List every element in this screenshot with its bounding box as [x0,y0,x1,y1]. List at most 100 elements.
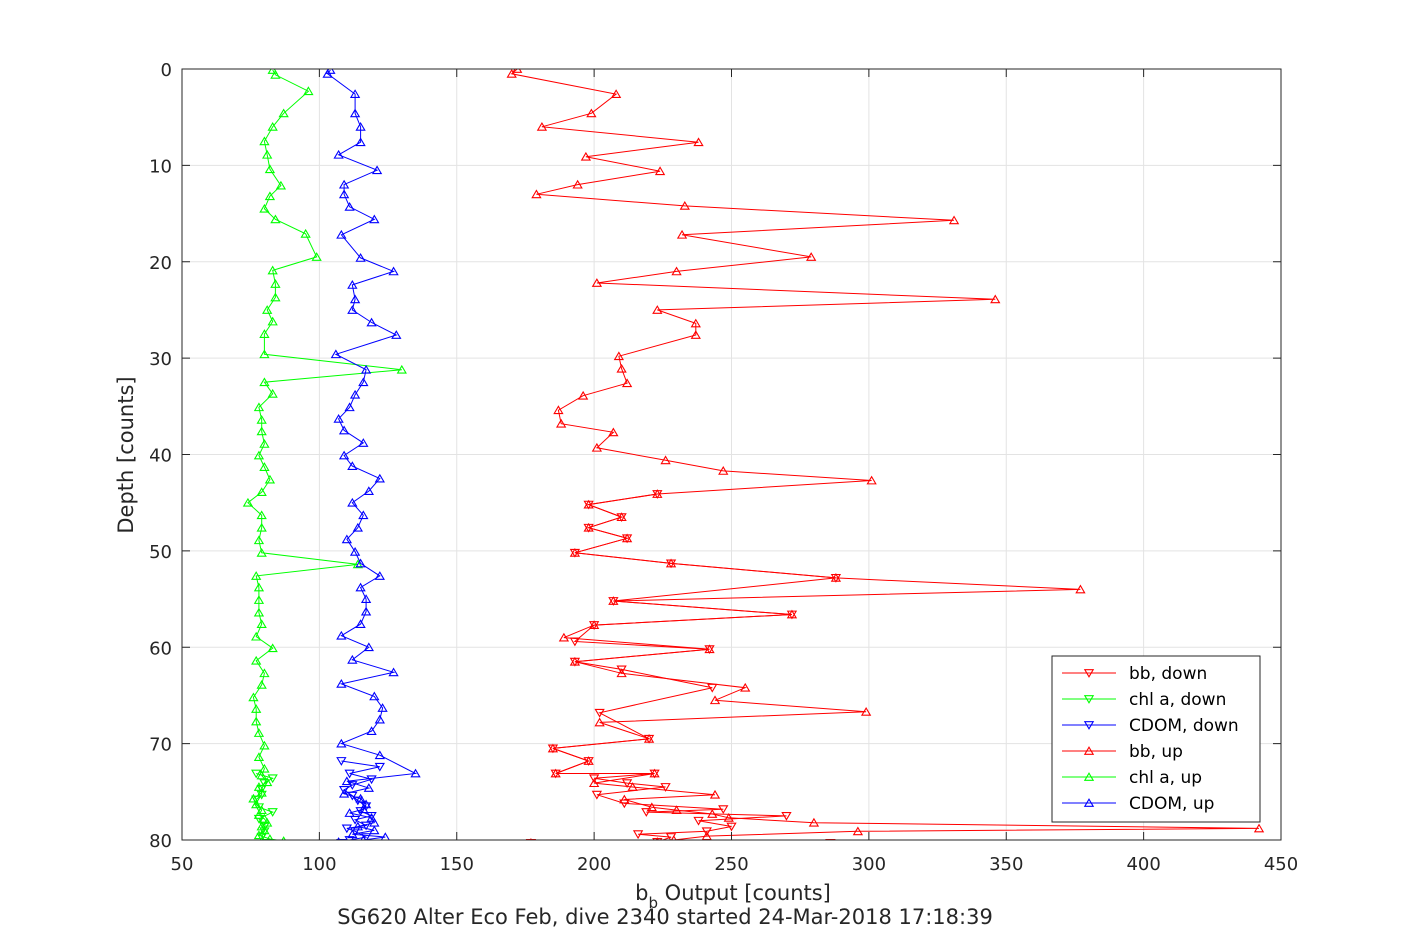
data-point [267,643,278,653]
legend-entry: bb, up [1062,742,1183,762]
data-point [613,351,625,361]
data-point [690,318,701,328]
data-point [251,799,262,809]
data-point [621,378,633,388]
data-point [248,692,259,702]
legend-marker [1083,772,1095,781]
data-point [256,426,267,436]
x-axis-label: bb Output [counts] [635,881,831,912]
y-axis-ticks: 0 10 20 30 40 50 60 70 80 [149,60,1281,852]
data-point [325,69,336,74]
data-point [256,414,267,424]
y-tick-label: 40 [149,446,172,467]
data-point [577,390,589,400]
data-point [253,450,265,460]
legend-marker [1083,669,1095,678]
data-point [349,815,361,825]
data-point [583,756,594,765]
data-point [665,558,677,568]
data-point [256,679,267,689]
data-point [253,582,265,592]
legend: bb, down chl a, down CDOM, down bb, up chl a… [1051,655,1261,823]
data-point [352,821,364,831]
data-point [347,781,358,790]
data-point [248,793,259,803]
data-point [352,522,364,532]
data-point [558,632,570,642]
data-point [267,69,278,74]
data-point [781,811,792,821]
data-point [707,683,718,693]
data-point [649,768,660,778]
data-point [709,695,721,705]
data-point [512,69,523,73]
data-point [391,330,402,339]
data-point [377,703,388,712]
x-tick-label: 400 [1126,854,1160,875]
data-point [251,716,262,726]
data-point [256,487,267,496]
data-point [374,473,385,483]
data-point [259,668,270,678]
series-cdom-up [322,69,421,840]
data-point [259,136,270,146]
data-point [396,364,407,374]
legend-label: CDOM, up [1129,794,1214,814]
data-point [555,418,567,428]
data-point [355,807,366,816]
data-point [363,486,374,496]
data-point [583,499,594,509]
legend-marker [1083,798,1095,807]
data-point [547,743,559,753]
data-point [349,546,361,556]
legend-entry: CDOM, down [1062,716,1239,736]
data-point [374,762,385,772]
data-point [718,805,729,815]
data-point [654,166,666,176]
legend-label: chl a, down [1129,690,1226,710]
data-point [341,824,353,834]
data-point [262,305,273,314]
data-point [358,377,369,387]
x-axis-ticks: 50 100 150 200 250 300 350 400 450 [171,69,1298,875]
data-point [253,752,265,762]
data-point [531,189,542,199]
data-point [352,559,364,569]
data-point [330,349,342,359]
data-point [616,512,627,522]
data-point [338,425,350,435]
data-point [676,229,688,239]
data-point [251,631,262,641]
legend-entry: bb, down [1062,664,1207,684]
data-point [701,827,712,837]
data-point [990,294,1001,304]
data-point [253,607,265,617]
data-point [259,439,270,448]
x-tick-label: 200 [577,854,611,875]
data-point [594,708,605,718]
data-point [333,149,344,159]
data-point [333,413,344,423]
y-tick-label: 10 [149,156,172,177]
data-point [363,642,374,652]
data-point [262,817,273,827]
data-point [242,497,254,507]
data-point [358,510,369,520]
data-point [671,266,682,276]
data-point [652,489,663,498]
data-point [352,796,364,806]
data-point [336,679,347,688]
data-point [303,86,314,96]
legend-entry: CDOM, up [1062,794,1214,814]
data-point [366,811,377,821]
legend-box [1051,655,1261,823]
data-point [259,462,270,471]
data-point [536,121,548,131]
data-point [709,789,721,799]
data-point [660,455,671,465]
data-point [366,726,377,736]
data-point [256,770,267,780]
data-point [259,740,270,750]
data-point [347,829,358,839]
data-point [693,816,704,826]
